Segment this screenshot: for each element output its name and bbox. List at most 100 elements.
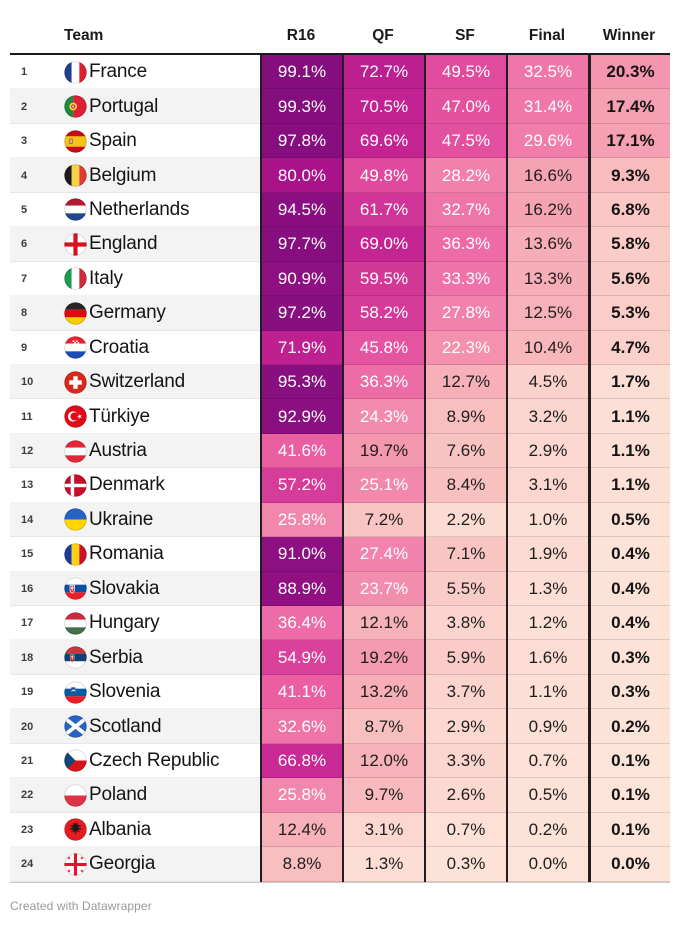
table-row: 22 Poland 25.8% 9.7% 2.6% 0.5% 0.1%	[10, 778, 670, 813]
prob-cell-qf: 9.7%	[342, 778, 424, 813]
team-cell: Georgia	[64, 847, 260, 882]
prob-cell-winner: 5.6%	[588, 261, 670, 297]
team-cell: Spain	[64, 124, 260, 158]
prob-cell-r16: 97.8%	[260, 123, 342, 159]
prob-cell-winner: 0.1%	[588, 812, 670, 848]
table-body: 1 France 99.1% 72.7% 49.5% 32.5% 20.3% 2 Portuga…	[10, 55, 670, 883]
prob-cell-r16: 25.8%	[260, 778, 342, 813]
prob-cell-winner: 0.3%	[588, 640, 670, 675]
prob-cell-sf: 32.7%	[424, 192, 506, 228]
flag-be-icon	[64, 164, 87, 187]
flag-en-icon	[64, 233, 87, 256]
team-name: Portugal	[89, 95, 159, 117]
prob-cell-winner: 0.0%	[588, 847, 670, 882]
flag-it-icon	[64, 267, 87, 290]
prob-cell-winner: 0.4%	[588, 606, 670, 641]
prob-cell-final: 13.6%	[506, 227, 588, 262]
prob-cell-final: 10.4%	[506, 330, 588, 365]
column-header-r16: R16	[286, 27, 316, 44]
table-row: 6 England 97.7% 69.0% 36.3% 13.6% 5.8%	[10, 227, 670, 262]
team-name: Hungary	[89, 612, 160, 634]
prob-cell-qf: 19.7%	[342, 433, 424, 469]
prob-cell-winner: 0.5%	[588, 502, 670, 538]
prob-cell-sf: 2.2%	[424, 502, 506, 538]
team-name: Italy	[89, 267, 123, 289]
prob-cell-qf: 69.0%	[342, 227, 424, 262]
prob-cell-qf: 19.2%	[342, 640, 424, 675]
rank-label: 9	[10, 331, 64, 365]
prob-cell-r16: 90.9%	[260, 261, 342, 297]
table-row: 7 Italy 90.9% 59.5% 33.3% 13.3% 5.6%	[10, 261, 670, 297]
team-name: Netherlands	[89, 198, 190, 220]
prob-cell-sf: 8.4%	[424, 468, 506, 503]
team-cell: France	[64, 55, 260, 89]
prob-cell-r16: 66.8%	[260, 743, 342, 779]
prob-cell-final: 3.1%	[506, 468, 588, 503]
prob-cell-final: 4.5%	[506, 364, 588, 400]
prob-cell-sf: 2.6%	[424, 778, 506, 813]
team-name: Croatia	[89, 336, 149, 358]
team-cell: Slovenia	[64, 675, 260, 709]
prob-cell-winner: 0.3%	[588, 674, 670, 710]
rank-label: 19	[10, 675, 64, 709]
prob-cell-qf: 3.1%	[342, 812, 424, 848]
prob-cell-final: 1.1%	[506, 674, 588, 710]
prob-cell-r16: 95.3%	[260, 364, 342, 400]
flag-ro-icon	[64, 543, 87, 566]
prob-cell-r16: 41.1%	[260, 674, 342, 710]
prob-cell-final: 0.0%	[506, 847, 588, 882]
prob-cell-qf: 25.1%	[342, 468, 424, 503]
table-row: 18 Serbia 54.9% 19.2% 5.9% 1.6% 0.3%	[10, 640, 670, 675]
prob-cell-sf: 8.9%	[424, 399, 506, 434]
prob-cell-r16: 32.6%	[260, 709, 342, 744]
prob-cell-r16: 88.9%	[260, 571, 342, 606]
flag-pt-icon	[64, 95, 87, 118]
prob-cell-qf: 7.2%	[342, 502, 424, 538]
table-row: 3 Spain 97.8% 69.6% 47.5% 29.6% 17.1%	[10, 123, 670, 159]
prob-cell-r16: 12.4%	[260, 812, 342, 848]
flag-hu-icon	[64, 612, 87, 635]
team-name: Switzerland	[89, 371, 186, 393]
flag-rs-icon	[64, 646, 87, 669]
flag-ge-icon	[64, 853, 87, 876]
prob-cell-r16: 54.9%	[260, 640, 342, 675]
team-cell: Netherlands	[64, 193, 260, 227]
rank-label: 4	[10, 158, 64, 193]
footer-credit: Created with Datawrapper	[10, 899, 152, 913]
table-row: 9 Croatia 71.9% 45.8% 22.3% 10.4% 4.7%	[10, 330, 670, 365]
flag-cz-icon	[64, 749, 87, 773]
prob-cell-qf: 61.7%	[342, 192, 424, 228]
prob-cell-final: 1.6%	[506, 640, 588, 675]
rank-label: 16	[10, 571, 64, 606]
probability-table: Team R16 QF SF Final Winner 1 France 99.1%…	[10, 19, 670, 883]
rank-label: 10	[10, 364, 64, 400]
flag-pl-icon	[64, 784, 87, 807]
prob-cell-sf: 2.9%	[424, 709, 506, 744]
table-row: 21 Czech Republic 66.8% 12.0% 3.3% 0.7% 0.1%	[10, 743, 670, 779]
team-name: Georgia	[89, 853, 156, 875]
prob-cell-qf: 12.0%	[342, 743, 424, 779]
team-name: Türkiye	[89, 405, 150, 427]
team-name: Spain	[89, 130, 137, 152]
rank-label: 17	[10, 606, 64, 640]
flag-ua-icon	[64, 508, 87, 532]
prob-cell-r16: 94.5%	[260, 192, 342, 228]
team-name: Serbia	[89, 646, 143, 668]
prob-cell-sf: 3.7%	[424, 674, 506, 710]
table-row: 13 Denmark 57.2% 25.1% 8.4% 3.1% 1.1%	[10, 468, 670, 503]
prob-cell-final: 16.2%	[506, 192, 588, 228]
rank-label: 6	[10, 227, 64, 262]
team-cell: Croatia	[64, 331, 260, 365]
team-cell: Switzerland	[64, 364, 260, 400]
prob-cell-sf: 0.3%	[424, 847, 506, 882]
prob-cell-qf: 59.5%	[342, 261, 424, 297]
rank-label: 18	[10, 640, 64, 675]
team-name: Belgium	[89, 164, 157, 186]
team-cell: Italy	[64, 262, 260, 296]
prob-cell-r16: 25.8%	[260, 502, 342, 538]
prob-cell-winner: 0.4%	[588, 571, 670, 606]
prob-cell-sf: 5.9%	[424, 640, 506, 675]
table-row: 11 Türkiye 92.9% 24.3% 8.9% 3.2% 1.1%	[10, 399, 670, 434]
team-cell: Scotland	[64, 709, 260, 744]
prob-cell-r16: 99.1%	[260, 55, 342, 90]
